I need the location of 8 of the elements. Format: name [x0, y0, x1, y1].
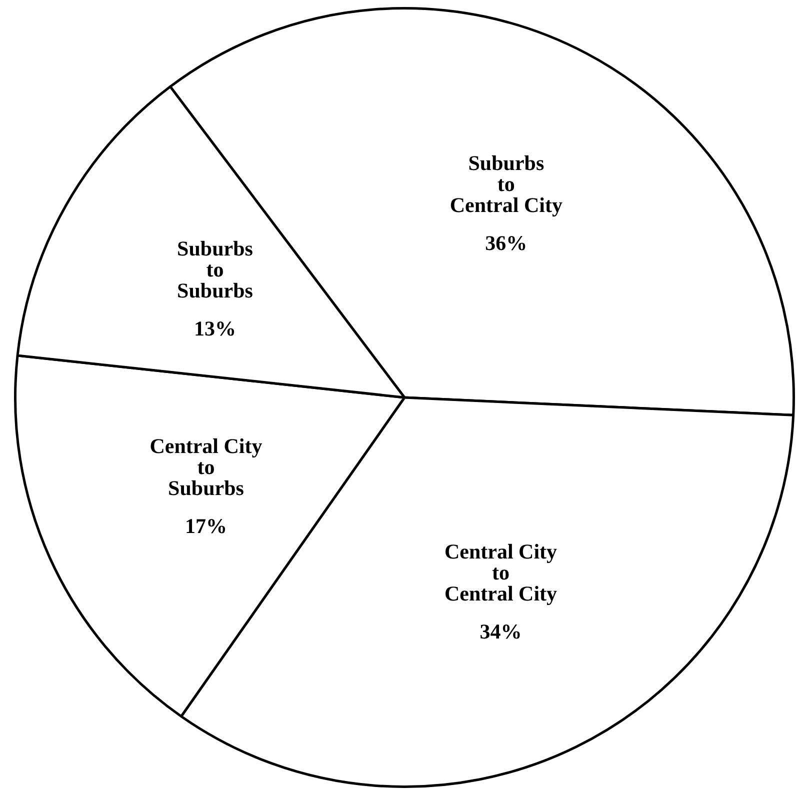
data-label: 36% [485, 231, 528, 256]
data-label: 13% [194, 316, 236, 340]
data-label: 17% [184, 514, 227, 538]
slice-label: Central City to Suburbs [150, 434, 263, 500]
slice-label: Suburbs to Suburbs [177, 236, 253, 302]
slice-label: Suburbs to Central City [450, 151, 563, 218]
data-label: 34% [480, 620, 522, 644]
slice-label: Central City to Central City [444, 540, 558, 606]
